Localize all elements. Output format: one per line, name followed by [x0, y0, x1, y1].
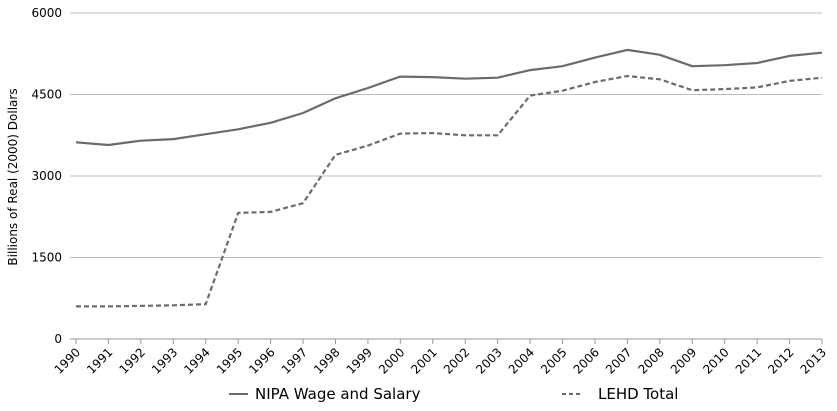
legend: NIPA Wage and Salary LEHD Total [229, 385, 678, 403]
x-tick-label: 2002 [441, 345, 472, 376]
x-tick-label: 2005 [538, 345, 569, 376]
legend-label-nipa: NIPA Wage and Salary [255, 385, 421, 403]
y-tick-label: 4500 [31, 88, 62, 102]
x-tick-label: 1994 [181, 345, 212, 376]
series-line-nipa-wage-and-salary [75, 48, 823, 147]
y-tick-label: 3000 [31, 169, 62, 183]
y-tick-label: 1500 [31, 251, 62, 265]
x-tick-label: 2009 [668, 345, 699, 376]
series-lines [75, 48, 823, 308]
x-tick-label: 1995 [214, 345, 245, 376]
y-tick-label: 0 [54, 332, 62, 346]
legend-label-lehd: LEHD Total [598, 385, 678, 403]
y-axis-tick-labels: 0 1500 3000 4500 6000 [31, 6, 62, 346]
x-tick-label: 1990 [52, 345, 83, 376]
gridlines [70, 12, 822, 340]
x-tick-label: 1998 [311, 345, 342, 376]
y-axis-title: Billions of Real (2000) Dollars [6, 88, 20, 265]
y-tick-label: 6000 [31, 6, 62, 20]
x-tick-label: 2001 [408, 345, 439, 376]
x-tick-label: 2004 [506, 345, 537, 376]
x-tick-label: 2008 [635, 345, 666, 376]
x-tick-label: 2000 [376, 345, 407, 376]
x-tick-label: 1993 [149, 345, 180, 376]
x-tick-label: 2010 [700, 345, 731, 376]
x-tick-label: 2007 [603, 345, 634, 376]
x-tick-label: 2013 [798, 345, 829, 376]
x-tick-label: 1999 [344, 345, 375, 376]
x-tick-label: 1996 [246, 345, 277, 376]
x-tick-label: 2012 [765, 345, 796, 376]
x-tick-label: 1991 [84, 345, 115, 376]
x-tick-label: 1997 [279, 345, 310, 376]
series-line-lehd-total [76, 74, 823, 308]
x-axis-tick-labels: 1990 1991 1992 1993 1994 1995 1996 1997 1998 1999… [52, 339, 829, 377]
x-tick-label: 2003 [473, 345, 504, 376]
x-tick-label: 1992 [116, 345, 147, 376]
x-tick-label: 2006 [571, 345, 602, 376]
x-tick-label: 2011 [733, 345, 764, 376]
